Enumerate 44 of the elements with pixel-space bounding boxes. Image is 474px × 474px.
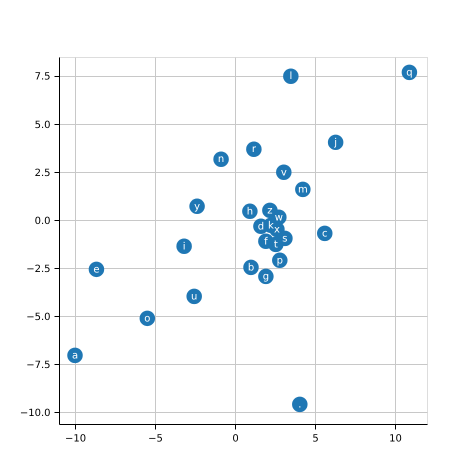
x-tick-label: −5 bbox=[148, 434, 163, 444]
annotation: e bbox=[93, 264, 100, 276]
annotation: p bbox=[276, 255, 283, 266]
annotation: h bbox=[246, 206, 254, 218]
annotation: d bbox=[258, 221, 264, 232]
annotation: w bbox=[274, 212, 283, 224]
annotation: n bbox=[218, 154, 224, 166]
point bbox=[246, 142, 262, 157]
annotation: a bbox=[72, 350, 78, 362]
annotation: k bbox=[268, 220, 274, 232]
annotation: j bbox=[333, 137, 338, 148]
annotation: z bbox=[267, 205, 273, 216]
y-tick-label: 2.5 bbox=[34, 168, 50, 179]
x-tick-label: 5 bbox=[312, 434, 319, 444]
annotation: s bbox=[282, 233, 288, 244]
annotation: g bbox=[262, 271, 270, 282]
point bbox=[176, 238, 192, 254]
y-tick-label: −2.5 bbox=[26, 264, 50, 275]
annotation: v bbox=[280, 167, 287, 178]
annotation: b bbox=[248, 262, 254, 274]
annotation: o bbox=[144, 313, 150, 324]
y-tick-label: −10.0 bbox=[20, 408, 50, 419]
annotation: m bbox=[298, 184, 308, 196]
annotation: c bbox=[322, 228, 328, 240]
annotation: l bbox=[289, 71, 292, 82]
annotation: q bbox=[406, 67, 413, 78]
annotation: r bbox=[252, 144, 257, 156]
x-tick-label: −10 bbox=[64, 434, 86, 444]
y-tick-label: −7.5 bbox=[26, 360, 50, 371]
annotation: f bbox=[264, 236, 268, 248]
annotation: x bbox=[274, 224, 280, 236]
point bbox=[292, 396, 308, 412]
point bbox=[283, 68, 299, 84]
y-tick-label: −5.0 bbox=[26, 312, 50, 323]
x-tick-label: 0 bbox=[232, 434, 239, 444]
annotation: . bbox=[298, 399, 302, 410]
annotation: u bbox=[191, 291, 198, 302]
x-tick-label: 10 bbox=[389, 434, 402, 444]
y-tick-label: 5.0 bbox=[34, 120, 50, 131]
y-tick-label: 7.5 bbox=[34, 72, 50, 83]
y-tick-label: 0.0 bbox=[34, 216, 50, 227]
annotation: i bbox=[182, 241, 186, 252]
annotation: y bbox=[194, 201, 200, 212]
annotation: t bbox=[274, 239, 278, 250]
